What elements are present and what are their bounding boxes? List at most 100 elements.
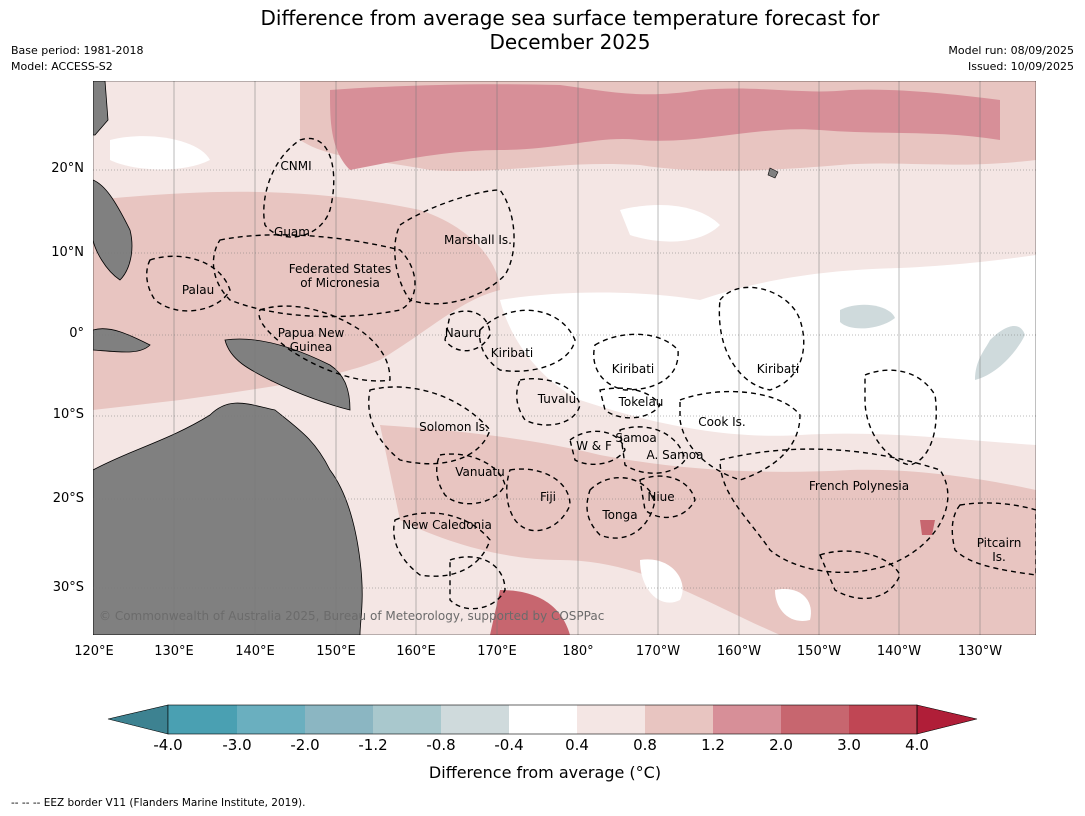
anomaly-area-south-strong [490, 590, 570, 635]
lat-label: 0° [69, 326, 84, 341]
region-label: Kiribati [756, 362, 800, 376]
region-label: A. Samoa [646, 448, 704, 462]
region-label: Vanuatu [455, 465, 505, 479]
anomaly-area-north-strong [330, 84, 1000, 170]
eez-nauru [444, 310, 491, 352]
neutral-area-equatorial [500, 255, 1036, 445]
colorbar-tick: 2.0 [769, 736, 793, 754]
colorbar-title: Difference from average (°C) [428, 763, 662, 782]
cool-patch-1 [840, 304, 895, 329]
eez-fiji [506, 468, 571, 532]
region-label: Solomon Is. [419, 420, 489, 434]
eez-norfolk [449, 556, 506, 610]
eez-tonga [586, 476, 656, 539]
eez-samoa [619, 426, 686, 474]
land-indonesia [93, 328, 151, 353]
region-label: Federated States of Micronesia [288, 262, 392, 290]
region-label: Fiji [539, 490, 557, 504]
lon-label: 180° [562, 644, 594, 659]
colorbar-tick: -1.2 [358, 736, 388, 754]
colorbar-tick: -0.8 [426, 736, 456, 754]
lon-label: 140°E [235, 644, 275, 659]
colorbar-bin [577, 705, 645, 734]
lat-label: 30°S [52, 580, 84, 595]
neutral-area-south [640, 559, 683, 603]
lat-label: 20°S [52, 491, 84, 506]
colorbar-tick: 0.4 [565, 736, 589, 754]
eez-niue [639, 475, 696, 519]
map-area [93, 81, 1036, 635]
neutral-area-south-2 [775, 589, 811, 621]
region-label: Palau [181, 283, 215, 297]
eez-palau [146, 255, 231, 312]
colorbar-tick: 3.0 [837, 736, 861, 754]
colorbar [107, 704, 978, 735]
colorbar-bin [849, 705, 917, 734]
model-name: Model: ACCESS-S2 [11, 60, 113, 73]
neutral-area-northwest [110, 136, 210, 170]
title-line-1: Difference from average sea surface temp… [260, 6, 880, 30]
cool-patch-2 [975, 325, 1025, 380]
colorbar-tick: 1.2 [701, 736, 725, 754]
eez-micronesia [212, 234, 416, 318]
eez-vanuatu [436, 453, 506, 505]
colorbar-tick: -4.0 [153, 736, 183, 754]
region-label: Cook Is. [698, 415, 746, 429]
colorbar-tick: 0.8 [633, 736, 657, 754]
colorbar-bin [713, 705, 781, 734]
land-asia-north [93, 81, 109, 136]
region-label: CNMI [280, 159, 312, 173]
lon-label: 170°E [477, 644, 517, 659]
region-label: Nauru [444, 326, 482, 340]
colorbar-bin [373, 705, 441, 734]
land-hawaii [767, 167, 779, 179]
land-australia [93, 402, 363, 635]
eez-png [258, 305, 391, 382]
lon-label: 160°E [396, 644, 436, 659]
lon-label: 140°W [876, 644, 922, 659]
eez-wallis-futuna [569, 430, 626, 466]
colorbar-extend-high [916, 704, 978, 735]
region-label: Guam [274, 225, 310, 239]
land-philippines [93, 179, 133, 281]
lat-label: 10°N [51, 245, 84, 260]
colorbar-bin [305, 705, 373, 734]
colorbar-bin [237, 705, 305, 734]
colorbar-tick: -0.4 [494, 736, 524, 754]
title-line-2: December 2025 [489, 30, 651, 54]
meta-right: Model run: 08/09/2025 Issued: 10/09/2025 [948, 43, 1074, 75]
eez-cnmi [263, 137, 335, 238]
base-period: Base period: 1981-2018 [11, 44, 144, 57]
region-label: Tonga [602, 508, 638, 522]
eez-borders [146, 137, 1036, 610]
eez-tokelau [599, 387, 661, 419]
lat-label: 10°S [52, 407, 84, 422]
colorbar-extend-low [107, 704, 169, 735]
region-label: Kiribati [611, 362, 655, 376]
region-label: Tokelau [618, 395, 664, 409]
colorbar-bin [781, 705, 849, 734]
eez-kiribati-west [478, 309, 576, 372]
issued-date: Issued: 10/09/2025 [967, 60, 1074, 73]
anomaly-area-warm-west [93, 191, 500, 410]
colorbar-tick: 4.0 [905, 736, 929, 754]
region-label: Papua New Guinea [277, 326, 345, 354]
eez-cook-islands [679, 390, 801, 481]
model-run: Model run: 08/09/2025 [948, 44, 1074, 57]
colorbar-tick: -3.0 [222, 736, 252, 754]
colorbar-bin [441, 705, 509, 734]
land-new-guinea [224, 338, 351, 411]
neutral-area-north [620, 205, 720, 242]
region-label: French Polynesia [808, 479, 910, 493]
region-label: New Caledonia [402, 518, 492, 532]
eez-austral [819, 550, 901, 600]
meta-left: Base period: 1981-2018 Model: ACCESS-S2 [11, 43, 143, 75]
region-label: Marshall Is. [444, 233, 512, 247]
eez-marquesas [864, 369, 937, 466]
graticule [93, 81, 1036, 635]
colorbar-bin [509, 705, 577, 734]
region-label: Tuvalu [537, 392, 577, 406]
lat-label: 20°N [51, 161, 84, 176]
region-label: W & F [576, 439, 612, 453]
